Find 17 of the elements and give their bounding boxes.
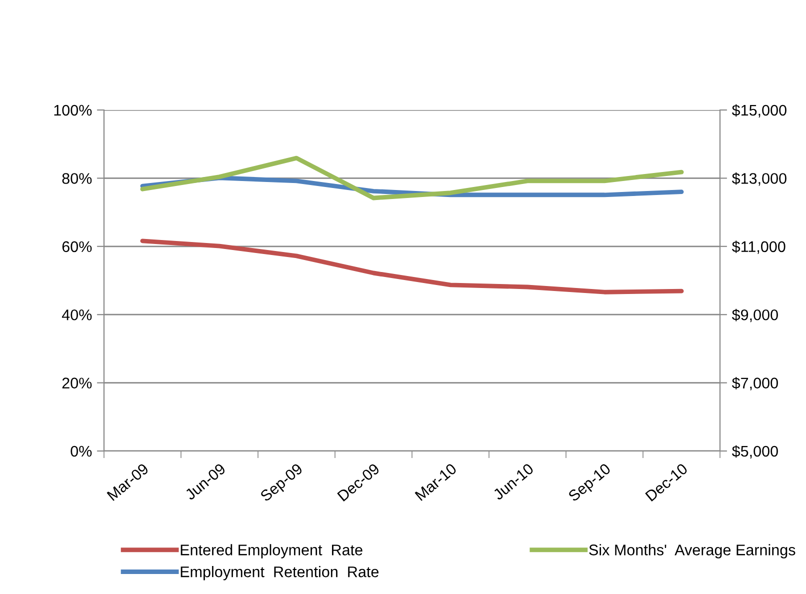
legend-label: Six Months' Average Earnings bbox=[589, 544, 796, 558]
y-tick-label: 40% bbox=[62, 309, 92, 320]
y-tick-label: 60% bbox=[62, 241, 92, 252]
y2-tick-label: $7,000 bbox=[732, 377, 778, 390]
y-tick-label: 0% bbox=[70, 446, 92, 457]
y-tick-label: 80% bbox=[62, 173, 92, 184]
legend-label: Employment Retention Rate bbox=[180, 566, 378, 580]
y2-tick-label: $13,000 bbox=[732, 172, 786, 186]
y2-tick-label: $5,000 bbox=[732, 445, 778, 458]
y2-tick-label: $11,000 bbox=[732, 240, 786, 254]
y2-tick-label: $15,000 bbox=[732, 104, 786, 118]
legend-label: Entered Employment Rate bbox=[180, 544, 362, 558]
y-tick-label: 20% bbox=[62, 378, 92, 388]
line-series bbox=[140, 238, 684, 294]
line-series bbox=[140, 156, 684, 200]
y-tick-label: 100% bbox=[54, 104, 92, 116]
y2-tick-label: $9,000 bbox=[732, 308, 778, 322]
